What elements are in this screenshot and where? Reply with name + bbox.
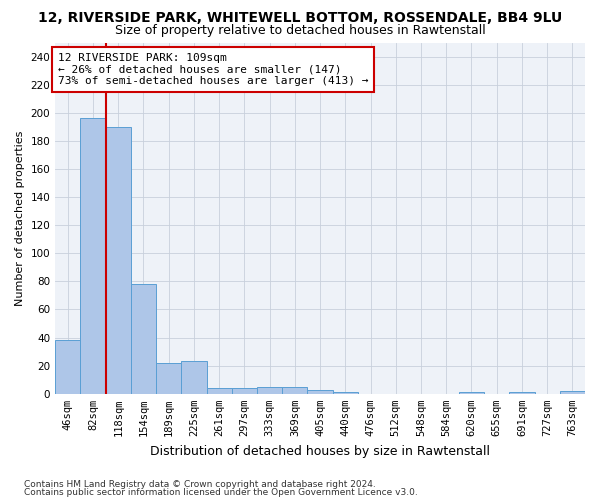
Bar <box>80 118 106 394</box>
Bar <box>560 391 585 394</box>
Bar <box>131 284 156 394</box>
Bar <box>459 392 484 394</box>
Bar <box>106 127 131 394</box>
Bar <box>282 387 307 394</box>
Bar <box>232 388 257 394</box>
Bar <box>206 388 232 394</box>
Bar <box>55 340 80 394</box>
Bar <box>156 363 181 394</box>
Bar <box>181 362 206 394</box>
Y-axis label: Number of detached properties: Number of detached properties <box>15 130 25 306</box>
Text: 12 RIVERSIDE PARK: 109sqm
← 26% of detached houses are smaller (147)
73% of semi: 12 RIVERSIDE PARK: 109sqm ← 26% of detac… <box>58 53 368 86</box>
Text: Contains public sector information licensed under the Open Government Licence v3: Contains public sector information licen… <box>24 488 418 497</box>
Bar <box>257 387 282 394</box>
Text: 12, RIVERSIDE PARK, WHITEWELL BOTTOM, ROSSENDALE, BB4 9LU: 12, RIVERSIDE PARK, WHITEWELL BOTTOM, RO… <box>38 12 562 26</box>
Text: Contains HM Land Registry data © Crown copyright and database right 2024.: Contains HM Land Registry data © Crown c… <box>24 480 376 489</box>
Bar <box>307 390 332 394</box>
Bar <box>332 392 358 394</box>
Bar <box>509 392 535 394</box>
X-axis label: Distribution of detached houses by size in Rawtenstall: Distribution of detached houses by size … <box>150 444 490 458</box>
Text: Size of property relative to detached houses in Rawtenstall: Size of property relative to detached ho… <box>115 24 485 37</box>
